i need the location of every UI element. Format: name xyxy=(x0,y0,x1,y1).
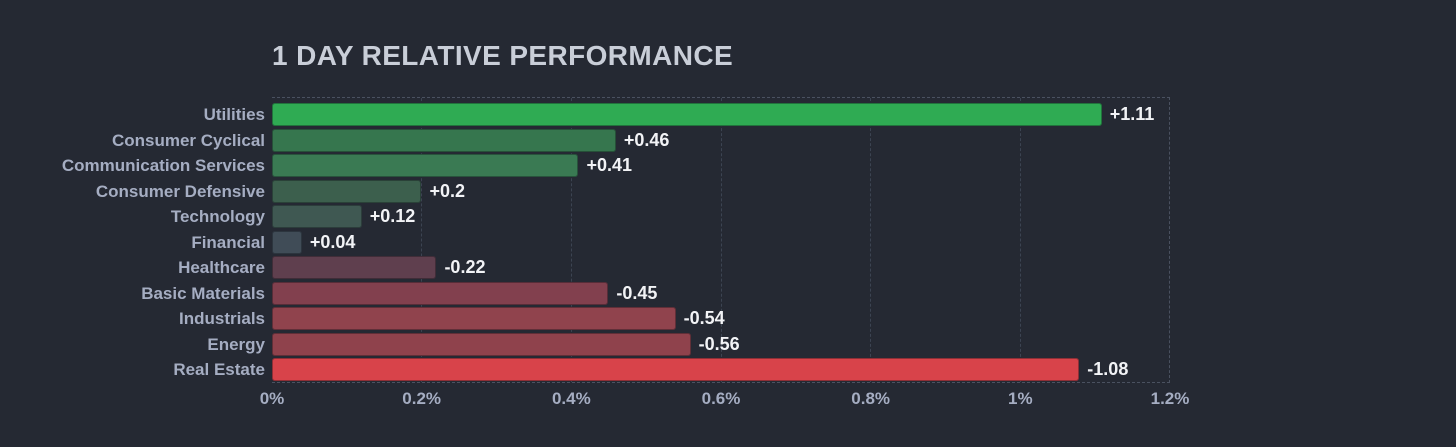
value-label: -0.56 xyxy=(698,333,740,354)
bar-row: Communication Services +0.41 xyxy=(62,154,1169,177)
category-label: Financial xyxy=(191,232,265,252)
bar-row: Real Estate -1.08 xyxy=(173,358,1169,381)
category-label: Technology xyxy=(170,207,265,226)
bar-row: Technology +0.12 xyxy=(171,205,1169,228)
value-label: -0.45 xyxy=(616,282,658,303)
bar xyxy=(272,256,437,279)
category-label: Communication Services xyxy=(61,156,265,175)
bar-row: Healthcare -0.22 xyxy=(178,256,1169,279)
value-label: +0.2 xyxy=(429,180,466,201)
value-label: +0.04 xyxy=(309,231,356,252)
value-label: +0.46 xyxy=(623,129,670,150)
x-tick-label: 0% xyxy=(259,389,285,408)
value-label: +0.41 xyxy=(586,155,633,175)
x-tick-label: 0.8% xyxy=(851,389,891,408)
gridline xyxy=(421,98,423,382)
bar-row: Financial +0.04 xyxy=(191,230,1169,254)
bar xyxy=(272,307,676,330)
value-label: -1.08 xyxy=(1087,359,1129,379)
category-label: Healthcare xyxy=(178,258,265,277)
gridline xyxy=(570,98,572,382)
bar-row: Consumer Defensive +0.2 xyxy=(96,179,1169,203)
plot-area: Utilities +1.11 Consumer Cyclical +0.46 Comm… xyxy=(62,97,1170,383)
category-label: Consumer Defensive xyxy=(95,181,265,201)
bar xyxy=(272,154,579,177)
x-tick-label: 0.4% xyxy=(551,389,591,408)
chart-title: 1 DAY RELATIVE PERFORMANCE xyxy=(272,40,734,71)
x-tick-label: 0.2% xyxy=(402,389,442,408)
bar xyxy=(272,230,302,254)
value-label: -0.22 xyxy=(444,257,486,277)
category-label: Utilities xyxy=(203,105,265,124)
bar xyxy=(272,205,362,228)
x-tick-label: 1.2% xyxy=(1150,389,1190,408)
bar-row: Energy -0.56 xyxy=(207,332,1169,356)
gridline xyxy=(720,98,722,382)
category-label: Consumer Cyclical xyxy=(111,130,265,150)
x-axis: 0% 0.2% 0.4% 0.6% 0.8% 1% 1.2% xyxy=(260,389,1190,413)
category-label: Basic Materials xyxy=(141,283,265,303)
bar-row: Industrials -0.54 xyxy=(179,307,1169,330)
value-label: +0.12 xyxy=(369,206,416,226)
x-tick-label: 0.6% xyxy=(701,389,741,408)
bar xyxy=(272,179,422,203)
bar xyxy=(272,281,609,305)
bar xyxy=(272,332,691,356)
bar-row: Utilities +1.11 xyxy=(204,103,1169,126)
bar-row: Consumer Cyclical +0.46 xyxy=(112,128,1169,152)
bar xyxy=(272,103,1102,126)
gridline xyxy=(869,98,871,382)
x-tick-label: 1% xyxy=(1008,389,1033,408)
gridline xyxy=(1019,98,1021,382)
category-label: Energy xyxy=(207,334,265,354)
category-label: Real Estate xyxy=(173,360,265,379)
bar xyxy=(272,358,1080,381)
category-label: Industrials xyxy=(179,309,265,328)
bar-row: Basic Materials -0.45 xyxy=(141,281,1169,305)
bar xyxy=(272,128,616,152)
value-label: -0.54 xyxy=(683,308,725,328)
value-label: +1.11 xyxy=(1109,104,1155,124)
